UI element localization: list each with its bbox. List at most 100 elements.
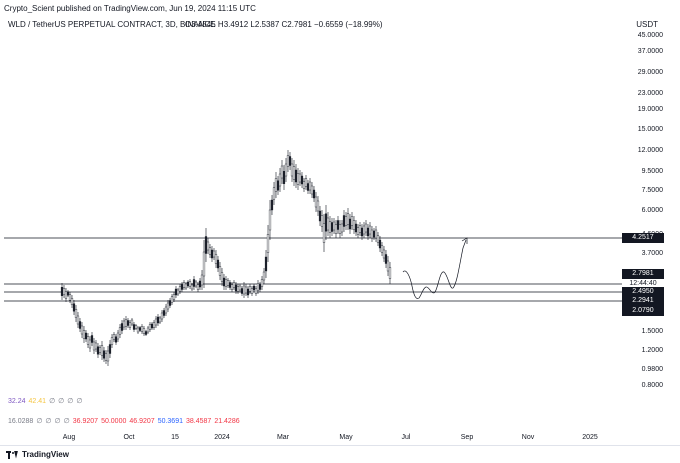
candle-body bbox=[92, 341, 96, 351]
indicator-value: 46.9207 bbox=[129, 418, 155, 425]
candle-body bbox=[120, 323, 124, 331]
price-tag-level2: 2.4950 bbox=[622, 287, 664, 297]
candle-body bbox=[224, 279, 228, 287]
candle-body bbox=[200, 274, 204, 286]
candle-body bbox=[178, 286, 182, 292]
candle-body bbox=[300, 175, 304, 185]
indicator-value: ∅ bbox=[67, 398, 74, 405]
price-tag-level4: 2.0790 bbox=[622, 306, 664, 316]
candle-body bbox=[218, 266, 222, 276]
candle-body bbox=[196, 284, 200, 290]
candle-body bbox=[302, 181, 306, 189]
price-axis-label: 12.0000 bbox=[638, 147, 663, 154]
indicator-value: ∅ bbox=[36, 418, 43, 425]
candle-body bbox=[264, 256, 268, 272]
candle-body bbox=[100, 345, 104, 356]
candle-body bbox=[66, 291, 70, 296]
candle-body bbox=[294, 169, 298, 183]
candle-body bbox=[76, 315, 80, 325]
publish-bar: Crypto_Scient published on TradingView.c… bbox=[0, 0, 680, 16]
candle-body bbox=[234, 284, 238, 292]
price-tag-level3: 2.2941 bbox=[622, 296, 664, 306]
candle-body bbox=[156, 316, 160, 324]
price-axis-label: 3.7000 bbox=[642, 250, 664, 257]
candle-body bbox=[148, 324, 152, 330]
candle-body bbox=[208, 247, 212, 255]
candle-body bbox=[328, 221, 332, 233]
candle-body bbox=[214, 254, 218, 264]
candle-body bbox=[372, 230, 376, 238]
candle-body bbox=[324, 213, 328, 232]
candle-body bbox=[64, 291, 68, 299]
price-axis-label: 45.0000 bbox=[638, 32, 663, 39]
indicator-value: 38.4587 bbox=[186, 418, 212, 425]
indicator-value: ∅ bbox=[63, 418, 70, 425]
currency-label[interactable]: USDT bbox=[636, 20, 658, 29]
candle-body bbox=[106, 350, 110, 362]
candle-body bbox=[330, 222, 334, 232]
candle-body bbox=[138, 327, 142, 331]
footer: TradingView bbox=[0, 445, 680, 463]
candle-body bbox=[232, 282, 236, 288]
candle-body bbox=[382, 249, 386, 259]
candle-body bbox=[332, 221, 336, 231]
price-axis-label: 7.5000 bbox=[642, 187, 664, 194]
candle-body bbox=[170, 296, 174, 303]
price-axis: 45.0000 37.0000 29.0000 23.0000 19.0000 15.00… bbox=[638, 32, 663, 389]
price-tag-level1: 4.2517 bbox=[622, 233, 664, 243]
candle-body bbox=[336, 220, 340, 230]
candle-body bbox=[254, 288, 258, 294]
candle-body bbox=[270, 199, 274, 211]
candle-body bbox=[132, 324, 136, 330]
tradingview-logo[interactable]: TradingView bbox=[6, 450, 69, 459]
candle-body bbox=[112, 334, 116, 340]
candle-body bbox=[298, 173, 302, 183]
candle-body bbox=[82, 330, 86, 339]
candles bbox=[60, 150, 392, 366]
candle-body bbox=[284, 163, 288, 177]
candle-body bbox=[248, 286, 252, 292]
candle-body bbox=[60, 287, 64, 296]
candle-body bbox=[378, 239, 382, 249]
candle-body bbox=[304, 178, 308, 187]
candle-body bbox=[136, 327, 140, 333]
candle-body bbox=[184, 283, 188, 289]
indicator-row-2[interactable]: 16.0288 ∅ ∅ ∅ ∅ 36.9207 50.0000 46.9207 50.3691 3… bbox=[8, 417, 243, 425]
candle-body bbox=[384, 254, 388, 264]
price-axis-label: 1.2000 bbox=[642, 347, 664, 354]
price-chart[interactable]: 45.0000 37.0000 29.0000 23.0000 19.0000 15.00… bbox=[0, 0, 680, 445]
time-axis-label: Nov bbox=[522, 434, 535, 441]
candle-body bbox=[296, 173, 300, 185]
indicator-value: 32.24 bbox=[8, 398, 26, 405]
candle-body bbox=[364, 223, 368, 233]
candle-body bbox=[94, 342, 98, 350]
candle-body bbox=[314, 196, 318, 208]
time-axis-label: 2025 bbox=[582, 434, 598, 441]
candle-body bbox=[222, 277, 226, 287]
candle-body bbox=[176, 289, 180, 295]
ohlc-values: O3.4545 H3.4912 L2.5387 C2.7981 −0.6559 … bbox=[185, 20, 383, 29]
symbol-info-bar: WLD / TetherUS PERPETUAL CONTRACT, 3D, B… bbox=[0, 16, 680, 32]
candle-body bbox=[316, 200, 320, 212]
price-axis-label: 1.5000 bbox=[642, 328, 664, 335]
candle-body bbox=[308, 181, 312, 191]
candle-body bbox=[322, 223, 326, 243]
candle-body bbox=[154, 318, 158, 326]
candle-body bbox=[134, 325, 138, 329]
candle-body bbox=[272, 187, 276, 200]
candle-body bbox=[72, 303, 76, 312]
time-axis-label: Mar bbox=[277, 434, 290, 441]
candle-body bbox=[168, 300, 172, 306]
indicator-row-1[interactable]: 32.24 42.41 ∅ ∅ ∅ ∅ bbox=[8, 397, 86, 405]
symbol-title[interactable]: WLD / TetherUS PERPETUAL CONTRACT, 3D, B… bbox=[8, 20, 216, 29]
candle-body bbox=[342, 215, 346, 227]
candle-body bbox=[354, 223, 358, 233]
indicator-value: ∅ bbox=[54, 418, 61, 425]
candle-body bbox=[258, 284, 262, 290]
candle-body bbox=[278, 173, 282, 187]
indicator-value: ∅ bbox=[49, 398, 56, 405]
candle-body bbox=[306, 183, 310, 191]
candle-body bbox=[320, 215, 324, 227]
candle-body bbox=[334, 224, 338, 234]
candle-body bbox=[344, 216, 348, 226]
